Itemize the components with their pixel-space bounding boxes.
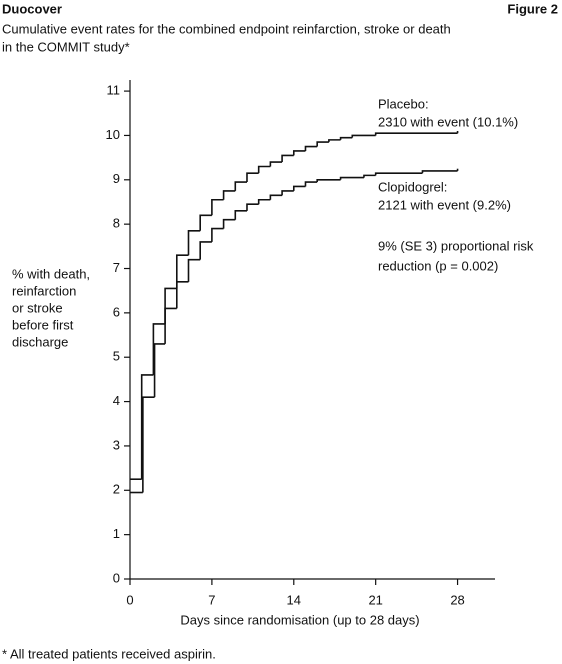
step-segment — [211, 198, 224, 216]
annotation: reduction (p = 0.002) — [378, 258, 498, 273]
chart-title: Cumulative event rates for the combined … — [2, 21, 451, 36]
step-segment — [234, 210, 247, 220]
y-axis-label: reinfarction — [12, 283, 76, 298]
step-segment — [292, 185, 306, 191]
annotation: Clopidogrel: — [378, 179, 447, 194]
step-segment — [257, 198, 271, 205]
step-segment — [152, 323, 166, 375]
step-segment — [246, 172, 259, 183]
step-segment — [269, 161, 283, 167]
step-segment — [187, 258, 201, 282]
step-segment — [351, 134, 376, 138]
step-segment — [187, 230, 201, 256]
step-segment — [374, 132, 458, 136]
annotation: Placebo: — [378, 96, 429, 111]
step-segment — [339, 136, 353, 140]
y-axis-label: before first — [12, 317, 74, 332]
step-segment — [316, 179, 341, 183]
step-segment — [421, 170, 458, 174]
x-tick-label: 28 — [450, 592, 464, 607]
y-tick-label: 10 — [106, 127, 120, 142]
y-axis-label: discharge — [12, 334, 68, 349]
step-segment — [234, 181, 247, 191]
x-tick-label: 7 — [208, 592, 215, 607]
step-segment — [164, 287, 177, 324]
y-tick-label: 4 — [113, 393, 120, 408]
step-segment — [374, 172, 423, 176]
step-segment — [281, 154, 294, 163]
step-segment — [222, 190, 236, 200]
step-segment — [142, 396, 155, 493]
y-tick-label: 0 — [113, 570, 120, 585]
y-axis-label: % with death, — [12, 266, 90, 281]
step-segment — [328, 139, 341, 143]
step-segment — [246, 203, 259, 211]
x-tick-label: 0 — [126, 592, 133, 607]
step-segment — [175, 254, 189, 289]
step-segment — [269, 194, 283, 200]
step-segment — [316, 141, 329, 147]
figure-label: Figure 2 — [507, 1, 558, 16]
x-tick-label: 14 — [287, 592, 301, 607]
step-segment — [363, 174, 376, 178]
step-segment — [222, 218, 236, 229]
step-segment — [304, 145, 318, 151]
y-tick-label: 9 — [113, 171, 120, 186]
step-segment — [211, 227, 224, 242]
step-segment — [257, 165, 271, 174]
annotation: 2310 with event (10.1%) — [378, 114, 518, 129]
y-axis-label: or stroke — [12, 300, 63, 315]
step-segment — [164, 307, 177, 344]
step-segment — [175, 281, 189, 309]
y-tick-label: 5 — [113, 349, 120, 364]
step-segment — [199, 241, 212, 260]
step-segment — [339, 176, 364, 180]
header: Duocover — [2, 1, 62, 16]
step-segment — [199, 214, 212, 231]
step-segment — [140, 374, 154, 480]
step-segment — [292, 150, 306, 156]
step-segment — [281, 190, 294, 196]
step-segment — [304, 181, 318, 187]
y-tick-label: 3 — [113, 437, 120, 452]
annotation: 2121 with event (9.2%) — [378, 197, 511, 212]
x-tick-label: 21 — [368, 592, 382, 607]
y-tick-label: 11 — [107, 83, 121, 98]
chart-title: in the COMMIT study* — [2, 39, 130, 54]
x-axis-label: Days since randomisation (up to 28 days) — [180, 612, 419, 627]
step-segment — [153, 343, 166, 398]
y-tick-label: 1 — [113, 526, 120, 541]
y-tick-label: 2 — [113, 482, 120, 497]
annotation: 9% (SE 3) proportional risk — [378, 238, 534, 253]
footnote: * All treated patients received aspirin. — [2, 646, 216, 661]
y-tick-label: 7 — [113, 260, 120, 275]
y-tick-label: 6 — [113, 304, 120, 319]
y-tick-label: 8 — [113, 216, 120, 231]
